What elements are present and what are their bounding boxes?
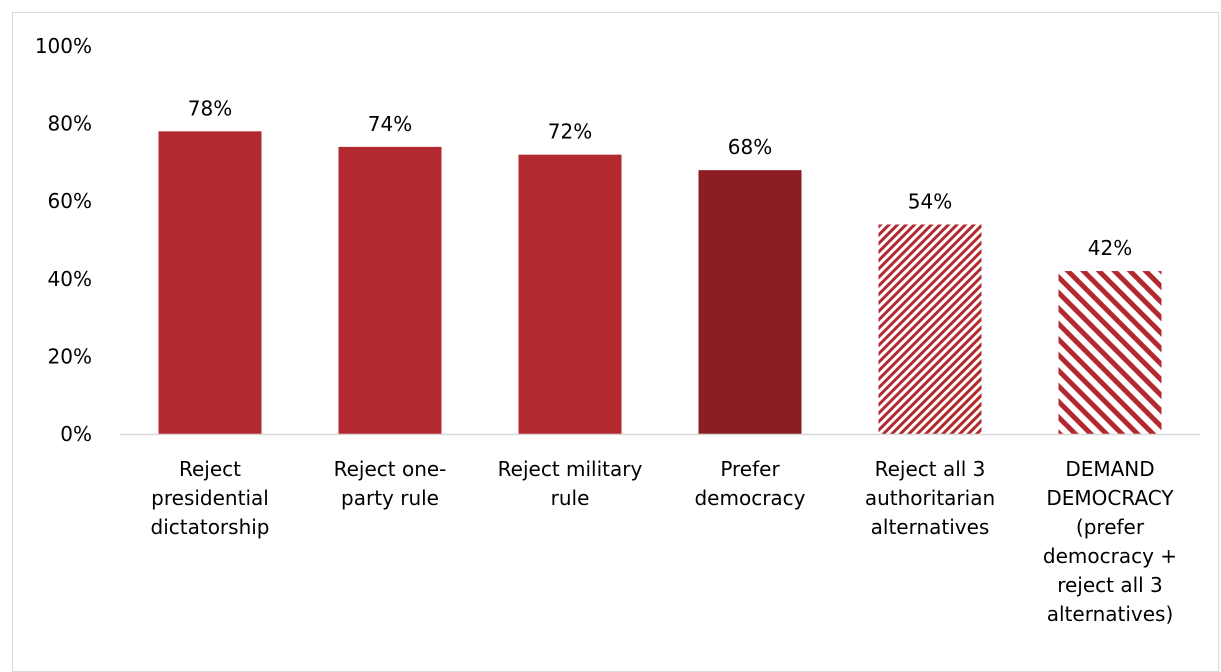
y-axis: 0% 20% 40% 60% 80% 100% bbox=[35, 34, 92, 446]
category-label-line: DEMOCRACY bbox=[1046, 486, 1174, 510]
category-label-line: alternatives bbox=[871, 515, 990, 539]
bar-2 bbox=[338, 146, 442, 434]
category-label-line: dictatorship bbox=[151, 515, 270, 539]
y-tick-label: 40% bbox=[48, 267, 92, 291]
data-labels: 78% 74% 72% 68% 54% 42% bbox=[188, 96, 1132, 260]
category-label-line: Reject one- bbox=[334, 457, 447, 481]
y-tick-label: 100% bbox=[35, 34, 92, 58]
y-tick-label: 0% bbox=[60, 422, 92, 446]
data-label: 74% bbox=[368, 112, 412, 136]
bar-6 bbox=[1058, 271, 1162, 434]
category-labels: Reject presidential dictatorship Reject one… bbox=[151, 457, 1178, 626]
bar-chart: 0% 20% 40% 60% 80% 100% 78% 74% 72% 68% 54% 42% Re… bbox=[35, 34, 1200, 626]
bar-3 bbox=[518, 154, 622, 434]
data-label: 42% bbox=[1088, 236, 1132, 260]
category-label-line: authoritarian bbox=[865, 486, 995, 510]
data-label: 72% bbox=[548, 120, 592, 144]
y-tick-label: 60% bbox=[48, 189, 92, 213]
bar-4 bbox=[698, 170, 802, 434]
data-label: 68% bbox=[728, 135, 772, 159]
category-label-line: Prefer bbox=[720, 457, 780, 481]
bar-1 bbox=[158, 131, 262, 435]
category-label-line: democracy bbox=[694, 486, 805, 510]
bars bbox=[158, 131, 1162, 435]
y-tick-label: 80% bbox=[48, 112, 92, 136]
category-label-line: DEMAND bbox=[1065, 457, 1154, 481]
category-label-line: Reject military bbox=[498, 457, 643, 481]
category-label-line: Reject all 3 bbox=[875, 457, 986, 481]
bar-5 bbox=[878, 224, 982, 434]
data-label: 54% bbox=[908, 189, 952, 213]
category-label-line: Reject bbox=[179, 457, 241, 481]
category-label-line: rule bbox=[551, 486, 590, 510]
category-label-line: democracy + bbox=[1043, 544, 1177, 568]
category-label-line: (prefer bbox=[1076, 515, 1145, 539]
category-label-line: alternatives) bbox=[1047, 602, 1174, 626]
y-tick-label: 20% bbox=[48, 344, 92, 368]
category-label-line: reject all 3 bbox=[1057, 573, 1163, 597]
data-label: 78% bbox=[188, 96, 232, 120]
category-label-line: presidential bbox=[151, 486, 269, 510]
category-label-line: party rule bbox=[341, 486, 439, 510]
